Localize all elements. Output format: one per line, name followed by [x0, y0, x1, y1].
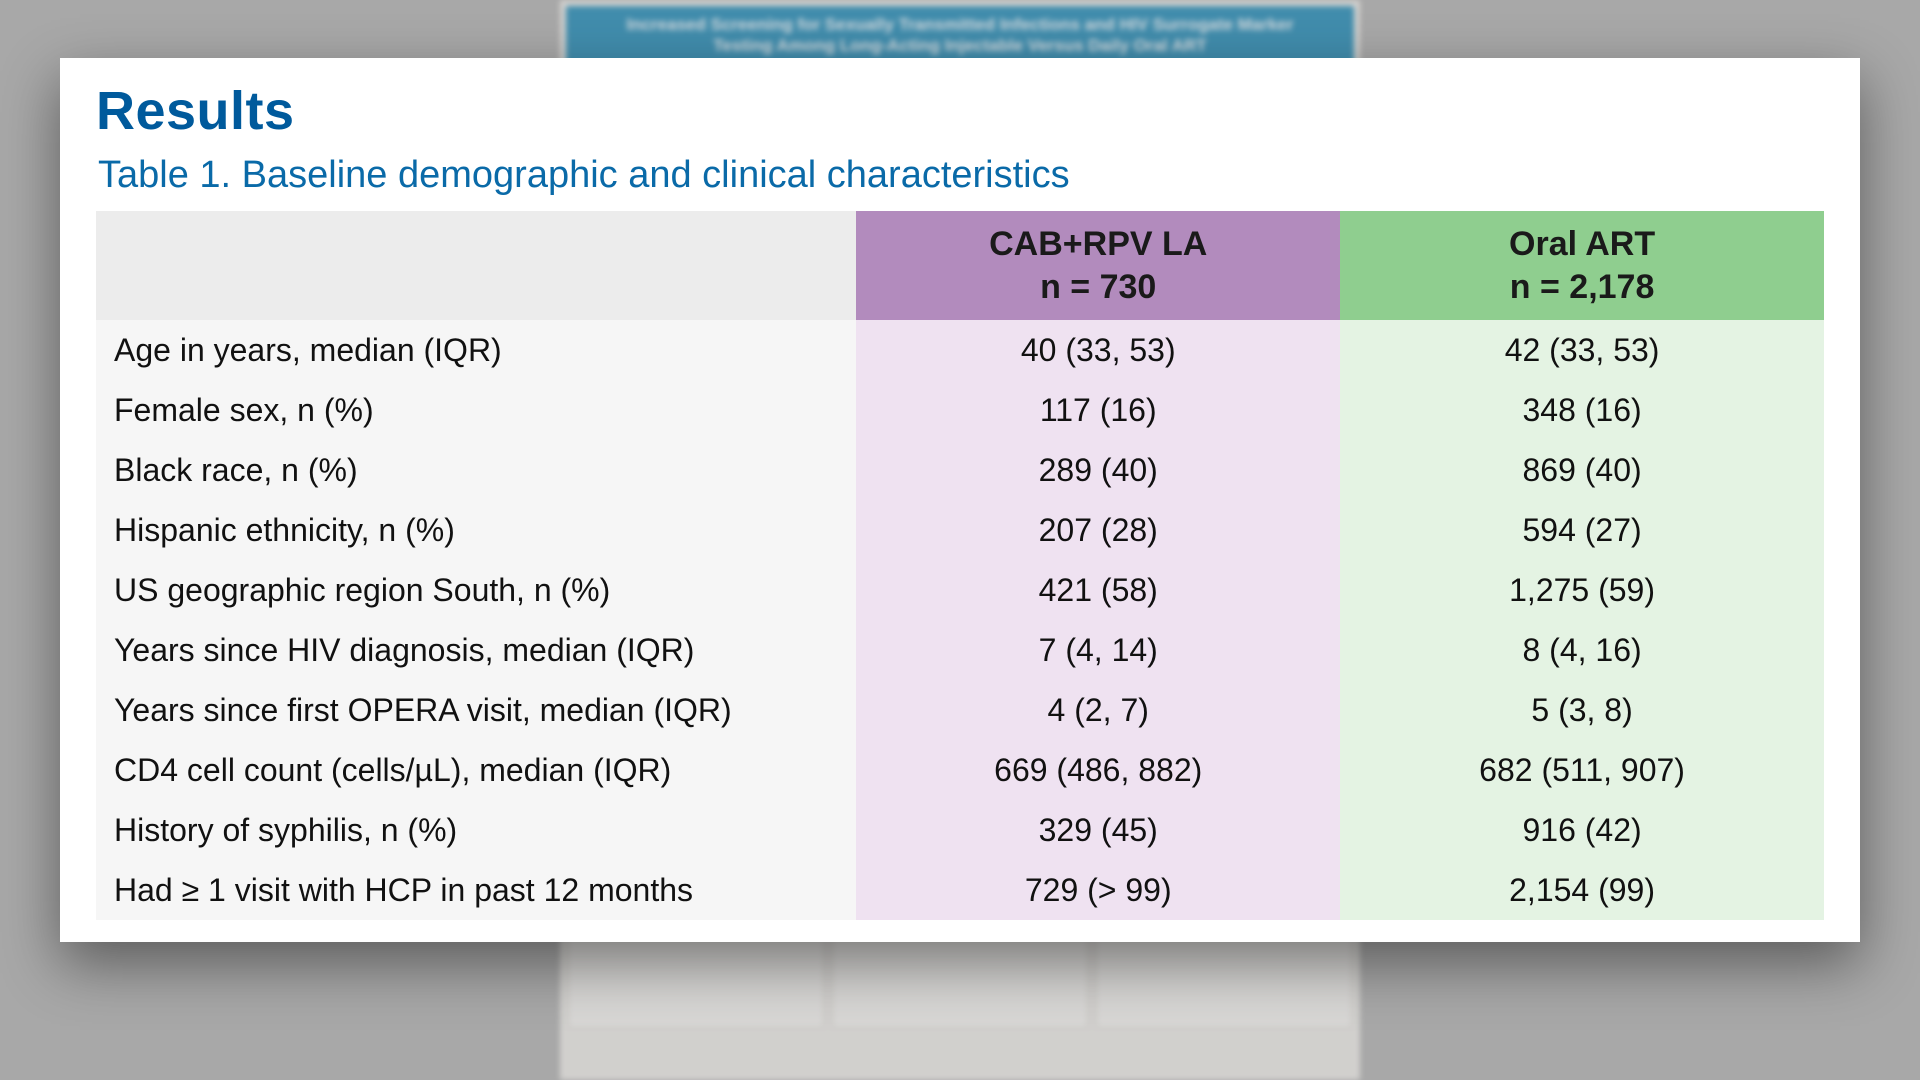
page-backdrop: Increased Screening for Sexually Transmi…	[0, 0, 1920, 1080]
row-value-a: 4 (2, 7)	[856, 680, 1340, 740]
row-value-b: 5 (3, 8)	[1340, 680, 1824, 740]
row-value-a: 421 (58)	[856, 560, 1340, 620]
row-value-a: 329 (45)	[856, 800, 1340, 860]
row-label: History of syphilis, n (%)	[96, 800, 856, 860]
col-a-title: CAB+RPV LA	[989, 225, 1207, 263]
table-header-blank	[96, 211, 856, 320]
row-label: Hispanic ethnicity, n (%)	[96, 500, 856, 560]
col-a-n: n = 730	[1040, 268, 1156, 306]
row-value-a: 7 (4, 14)	[856, 620, 1340, 680]
row-value-a: 289 (40)	[856, 440, 1340, 500]
row-value-b: 916 (42)	[1340, 800, 1824, 860]
row-label: Black race, n (%)	[96, 440, 856, 500]
table-header-col-a: CAB+RPV LA n = 730	[856, 211, 1340, 320]
row-label: Years since HIV diagnosis, median (IQR)	[96, 620, 856, 680]
row-value-b: 8 (4, 16)	[1340, 620, 1824, 680]
table-row: Years since first OPERA visit, median (I…	[96, 680, 1824, 740]
results-card: Results Table 1. Baseline demographic an…	[60, 58, 1860, 942]
row-value-b: 1,275 (59)	[1340, 560, 1824, 620]
row-value-b: 869 (40)	[1340, 440, 1824, 500]
col-b-title: Oral ART	[1509, 225, 1655, 263]
row-label: Female sex, n (%)	[96, 380, 856, 440]
table-row: CD4 cell count (cells/µL), median (IQR)6…	[96, 740, 1824, 800]
demographics-table: CAB+RPV LA n = 730 Oral ART n = 2,178 Ag…	[96, 211, 1824, 920]
table-row: Black race, n (%)289 (40)869 (40)	[96, 440, 1824, 500]
table-caption: Table 1. Baseline demographic and clinic…	[98, 154, 1824, 197]
table-row: Hispanic ethnicity, n (%)207 (28)594 (27…	[96, 500, 1824, 560]
row-label: Had ≥ 1 visit with HCP in past 12 months	[96, 860, 856, 920]
table-row: Female sex, n (%)117 (16)348 (16)	[96, 380, 1824, 440]
row-label: CD4 cell count (cells/µL), median (IQR)	[96, 740, 856, 800]
table-row: Years since HIV diagnosis, median (IQR)7…	[96, 620, 1824, 680]
row-label: Years since first OPERA visit, median (I…	[96, 680, 856, 740]
table-header-row: CAB+RPV LA n = 730 Oral ART n = 2,178	[96, 211, 1824, 320]
row-value-b: 348 (16)	[1340, 380, 1824, 440]
row-value-b: 682 (511, 907)	[1340, 740, 1824, 800]
table-row: Had ≥ 1 visit with HCP in past 12 months…	[96, 860, 1824, 920]
row-label: Age in years, median (IQR)	[96, 320, 856, 380]
row-value-a: 207 (28)	[856, 500, 1340, 560]
table-header-col-b: Oral ART n = 2,178	[1340, 211, 1824, 320]
row-value-b: 594 (27)	[1340, 500, 1824, 560]
row-value-a: 729 (> 99)	[856, 860, 1340, 920]
row-value-b: 2,154 (99)	[1340, 860, 1824, 920]
table-row: Age in years, median (IQR)40 (33, 53)42 …	[96, 320, 1824, 380]
row-label: US geographic region South, n (%)	[96, 560, 856, 620]
col-b-n: n = 2,178	[1510, 268, 1655, 306]
section-title: Results	[96, 80, 1824, 142]
table-row: US geographic region South, n (%)421 (58…	[96, 560, 1824, 620]
table-row: History of syphilis, n (%)329 (45)916 (4…	[96, 800, 1824, 860]
row-value-b: 42 (33, 53)	[1340, 320, 1824, 380]
row-value-a: 669 (486, 882)	[856, 740, 1340, 800]
row-value-a: 117 (16)	[856, 380, 1340, 440]
row-value-a: 40 (33, 53)	[856, 320, 1340, 380]
